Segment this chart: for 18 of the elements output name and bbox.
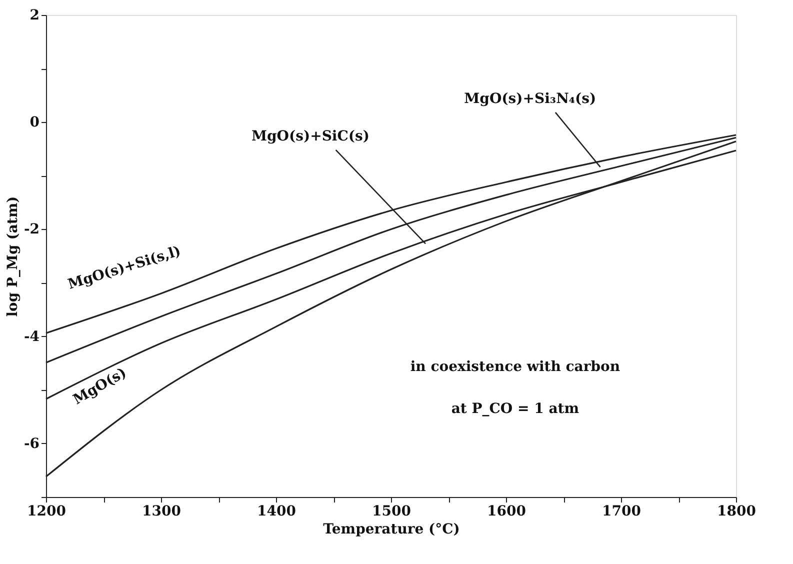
- y-tick-label: 2: [30, 8, 40, 24]
- annotation: in coexistence with carbon: [410, 358, 620, 375]
- x-tick-label: 1300: [142, 504, 182, 520]
- x-tick-label: 1700: [602, 504, 642, 520]
- y-tick-label: -4: [24, 328, 40, 345]
- y-tick-label: 0: [30, 114, 40, 131]
- y-axis-title: log P_Mg (atm): [4, 196, 21, 317]
- x-tick-label: 1200: [27, 504, 66, 520]
- x-tick-label: 1600: [487, 504, 526, 520]
- annotation: at P_CO = 1 atm: [451, 400, 580, 417]
- text: MgO(s)+SiC(s): [251, 128, 370, 145]
- y-tick-label: -6: [24, 436, 40, 452]
- text: MgO(s)+Si₃N₄(s): [464, 91, 596, 108]
- y-tick-label: -2: [24, 222, 40, 238]
- x-tick-label: 1800: [717, 504, 756, 520]
- x-tick-label: 1500: [372, 504, 412, 520]
- x-tick-label: 1400: [257, 504, 296, 520]
- x-axis-title: Temperature (°C): [323, 522, 460, 538]
